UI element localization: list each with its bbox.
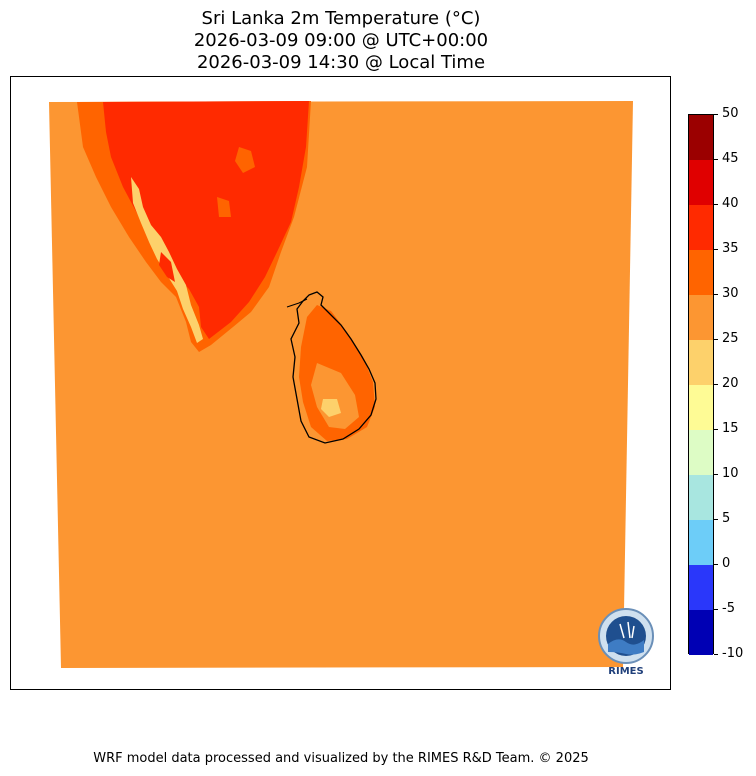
colorbar-tick — [714, 339, 718, 340]
india-warm-patch — [235, 147, 255, 173]
colorbar-tick-label: 30 — [722, 286, 739, 301]
credit-footer: WRF model data processed and visualized … — [93, 751, 589, 766]
colorbar-tick-label: 20 — [722, 376, 739, 391]
sri-lanka-coastline — [290, 291, 377, 444]
colorbar-tick — [714, 654, 718, 655]
colorbar-segment — [689, 205, 713, 250]
sri-lanka-mixed-zone — [311, 363, 359, 429]
colorbar-tick — [714, 249, 718, 250]
colorbar-segment — [689, 565, 713, 610]
colorbar-segment — [689, 430, 713, 475]
colorbar-segment — [689, 160, 713, 205]
local-time-label: 2026-03-09 14:30 @ Local Time — [196, 52, 486, 73]
map-title: Sri Lanka 2m Temperature (°C) — [201, 8, 481, 29]
colorbar-tick-label: 5 — [722, 511, 731, 526]
map-panel — [10, 76, 671, 690]
colorbar-tick — [714, 294, 718, 295]
colorbar-tick — [714, 204, 718, 205]
colorbar-tick — [714, 114, 718, 115]
colorbar-segment — [689, 340, 713, 385]
colorbar-tick-label: 10 — [722, 466, 739, 481]
utc-time-label: 2026-03-09 09:00 @ UTC+00:00 — [193, 30, 489, 51]
colorbar-tick-label: 0 — [722, 556, 731, 571]
colorbar-segment — [689, 520, 713, 565]
colorbar-tick-label: -5 — [722, 601, 735, 616]
mainland-coast-fragment — [286, 298, 308, 308]
india-hot-patch — [159, 252, 175, 282]
colorbar-segment — [689, 610, 713, 655]
colorbar-segment — [689, 250, 713, 295]
colorbar-tick — [714, 474, 718, 475]
colorbar-tick — [714, 384, 718, 385]
colorbar-segment — [689, 475, 713, 520]
colorbar-tick-label: 15 — [722, 421, 739, 436]
colorbar-tick-label: 40 — [722, 196, 739, 211]
colorbar-tick-label: 35 — [722, 241, 739, 256]
temperature-colorbar — [688, 114, 714, 655]
colorbar-tick-label: -10 — [722, 646, 744, 661]
colorbar-tick-label: 50 — [722, 106, 739, 121]
colorbar-tick — [714, 159, 718, 160]
rimes-emblem-icon — [598, 608, 654, 664]
colorbar-tick — [714, 429, 718, 430]
colorbar-segment — [689, 295, 713, 340]
temperature-map — [49, 101, 633, 668]
rimes-logo-text: RIMES — [608, 666, 644, 677]
rimes-logo: RIMES — [594, 608, 658, 680]
colorbar-segment — [689, 385, 713, 430]
colorbar-tick — [714, 564, 718, 565]
colorbar-segment — [689, 115, 713, 160]
colorbar-tick-label: 25 — [722, 331, 739, 346]
colorbar-tick-label: 45 — [722, 151, 739, 166]
sri-lanka-hill-country — [321, 399, 341, 417]
india-hot-zone — [103, 101, 309, 339]
colorbar-tick — [714, 519, 718, 520]
colorbar-tick — [714, 609, 718, 610]
india-warm-patch — [217, 197, 231, 217]
